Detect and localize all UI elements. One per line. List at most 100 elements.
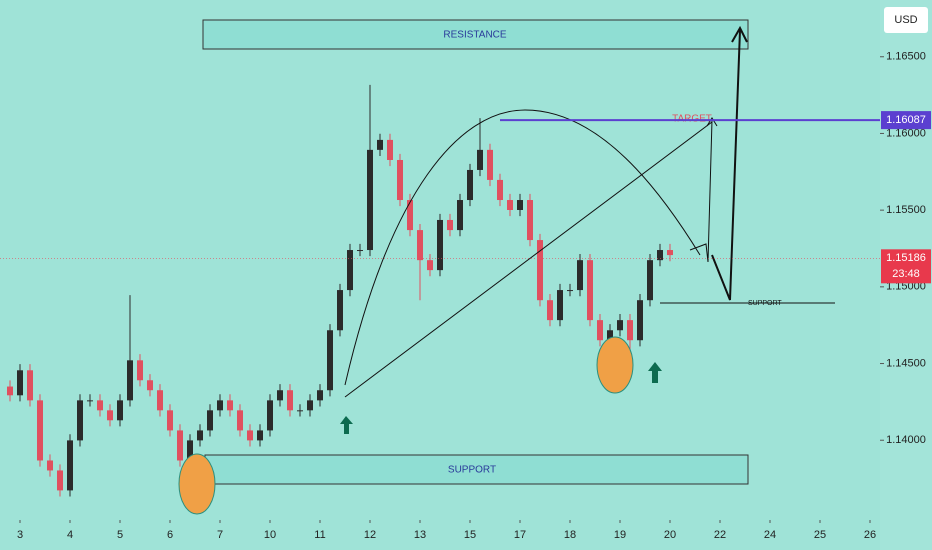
last-price-label: 1.15186	[886, 252, 926, 264]
up-arrow-icon	[340, 416, 353, 434]
currency-label: USD	[894, 14, 917, 26]
candle-body	[397, 159, 403, 201]
candle-body	[277, 390, 283, 401]
up-arrow-icon	[648, 362, 662, 383]
trend-line	[344, 121, 713, 398]
candle-body	[527, 200, 533, 241]
arc	[344, 109, 701, 386]
y-tick-label: 1.15500	[886, 204, 926, 216]
x-tick-label: 10	[264, 529, 276, 541]
support-label: SUPPORT	[448, 465, 496, 476]
y-tick-label: 1.16000	[886, 127, 926, 139]
x-tick-label: 15	[464, 529, 476, 541]
candle-body	[497, 179, 503, 201]
x-tick-label: 11	[314, 529, 325, 541]
candle-body	[307, 400, 313, 411]
x-tick-label: 17	[514, 529, 526, 541]
candle-body	[587, 260, 593, 321]
candle-body	[617, 320, 623, 331]
candle-body	[457, 200, 463, 231]
candle-body	[197, 430, 203, 441]
candle-body	[257, 430, 263, 441]
last-price-box	[881, 249, 931, 284]
x-tick-label: 3	[17, 529, 23, 541]
currency-box	[884, 7, 928, 33]
candle-body	[487, 149, 493, 180]
candle-body	[217, 400, 223, 411]
target-arrow-head	[731, 25, 748, 43]
candle-body	[117, 400, 123, 421]
candle-body	[157, 390, 163, 411]
target-price-label: 1.16087	[886, 114, 926, 126]
candle-body	[507, 200, 513, 210]
candle-body	[647, 260, 653, 301]
candle-body	[297, 410, 303, 412]
candle-body	[537, 240, 543, 301]
candle-body	[407, 200, 413, 231]
candle-body	[517, 200, 523, 210]
highlight-circle	[178, 453, 216, 515]
path-arrow	[689, 119, 713, 263]
x-tick-label: 5	[117, 529, 123, 541]
target-price-box	[881, 111, 931, 130]
x-tick-label: 12	[364, 529, 376, 541]
x-tick-label: 6	[167, 529, 173, 541]
resistance-zone	[202, 19, 749, 50]
candle-body	[327, 330, 333, 391]
candle-body	[347, 250, 353, 291]
candle-body	[387, 139, 393, 160]
candle-body	[207, 410, 213, 431]
candle-body	[597, 320, 603, 341]
candle-body	[427, 260, 433, 271]
candle-body	[467, 169, 473, 201]
candle-body	[547, 300, 553, 321]
resistance-label: RESISTANCE	[443, 30, 506, 41]
candle-body	[477, 149, 483, 170]
candle-body	[107, 410, 113, 421]
x-tick-label: 20	[664, 529, 676, 541]
y-tick-label: 1.14000	[886, 434, 926, 446]
candle-body	[167, 410, 173, 431]
candle-body	[47, 460, 53, 471]
candle-body	[337, 290, 343, 331]
candle-body	[607, 330, 613, 341]
y-tick-label: 1.14500	[886, 357, 926, 369]
candle-body	[247, 430, 253, 441]
x-tick-label: 13	[414, 529, 426, 541]
candle-body	[227, 400, 233, 411]
countdown-label: 23:48	[892, 268, 920, 280]
candle-body	[97, 400, 103, 411]
y-tick-label: 1.16500	[886, 51, 926, 63]
candle-body	[557, 290, 563, 321]
highlight-circle	[596, 336, 634, 394]
candle-body	[627, 320, 633, 341]
candles	[7, 84, 673, 497]
candle-body	[127, 360, 133, 401]
candle-body	[357, 250, 363, 252]
candle-body	[177, 430, 183, 461]
candle-body	[667, 250, 673, 256]
x-tick-label: 18	[564, 529, 576, 541]
candle-body	[367, 149, 373, 251]
x-tick-label: 19	[614, 529, 626, 541]
candle-body	[237, 410, 243, 431]
candle-body	[317, 390, 323, 401]
candle-body	[67, 440, 73, 491]
path-arrow-head	[706, 117, 718, 127]
x-tick-label: 7	[217, 529, 223, 541]
candle-body	[87, 400, 93, 402]
candle-body	[657, 250, 663, 261]
candle-body	[267, 400, 273, 431]
candle-body	[7, 386, 13, 396]
x-tick-label: 22	[714, 529, 726, 541]
candle-body	[577, 260, 583, 291]
support-level-label: SUPPORT	[748, 300, 782, 307]
candle-body	[187, 440, 193, 461]
candle-body	[437, 219, 443, 271]
candle-body	[567, 290, 573, 292]
y-tick-label: 1.15000	[886, 281, 926, 293]
candle-body	[147, 380, 153, 391]
candle-body	[377, 139, 383, 150]
